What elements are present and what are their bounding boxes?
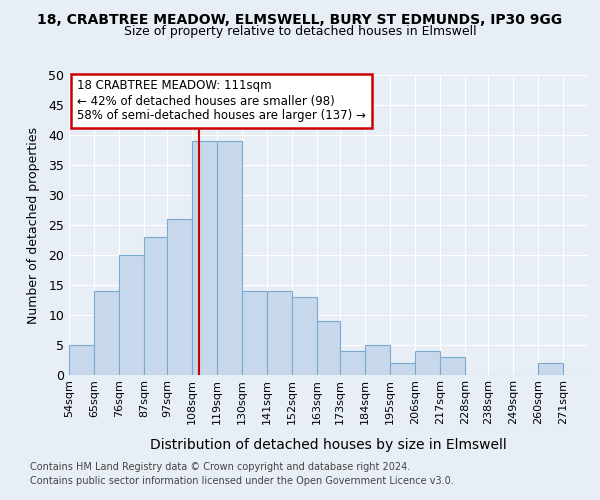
Bar <box>217 141 242 375</box>
Bar <box>365 345 390 375</box>
Bar <box>440 357 465 375</box>
Bar <box>144 237 167 375</box>
Bar <box>415 351 440 375</box>
Text: 18, CRABTREE MEADOW, ELMSWELL, BURY ST EDMUNDS, IP30 9GG: 18, CRABTREE MEADOW, ELMSWELL, BURY ST E… <box>37 12 563 26</box>
X-axis label: Distribution of detached houses by size in Elmswell: Distribution of detached houses by size … <box>150 438 507 452</box>
Text: Contains public sector information licensed under the Open Government Licence v3: Contains public sector information licen… <box>30 476 454 486</box>
Text: 18 CRABTREE MEADOW: 111sqm
← 42% of detached houses are smaller (98)
58% of semi: 18 CRABTREE MEADOW: 111sqm ← 42% of deta… <box>77 80 365 122</box>
Bar <box>538 363 563 375</box>
Bar <box>94 291 119 375</box>
Bar <box>292 297 317 375</box>
Bar <box>267 291 292 375</box>
Y-axis label: Number of detached properties: Number of detached properties <box>27 126 40 324</box>
Bar <box>340 351 365 375</box>
Bar <box>192 141 217 375</box>
Bar <box>167 219 192 375</box>
Text: Contains HM Land Registry data © Crown copyright and database right 2024.: Contains HM Land Registry data © Crown c… <box>30 462 410 472</box>
Bar <box>119 255 144 375</box>
Bar <box>317 321 340 375</box>
Bar <box>242 291 267 375</box>
Bar <box>390 363 415 375</box>
Text: Size of property relative to detached houses in Elmswell: Size of property relative to detached ho… <box>124 25 476 38</box>
Bar <box>69 345 94 375</box>
